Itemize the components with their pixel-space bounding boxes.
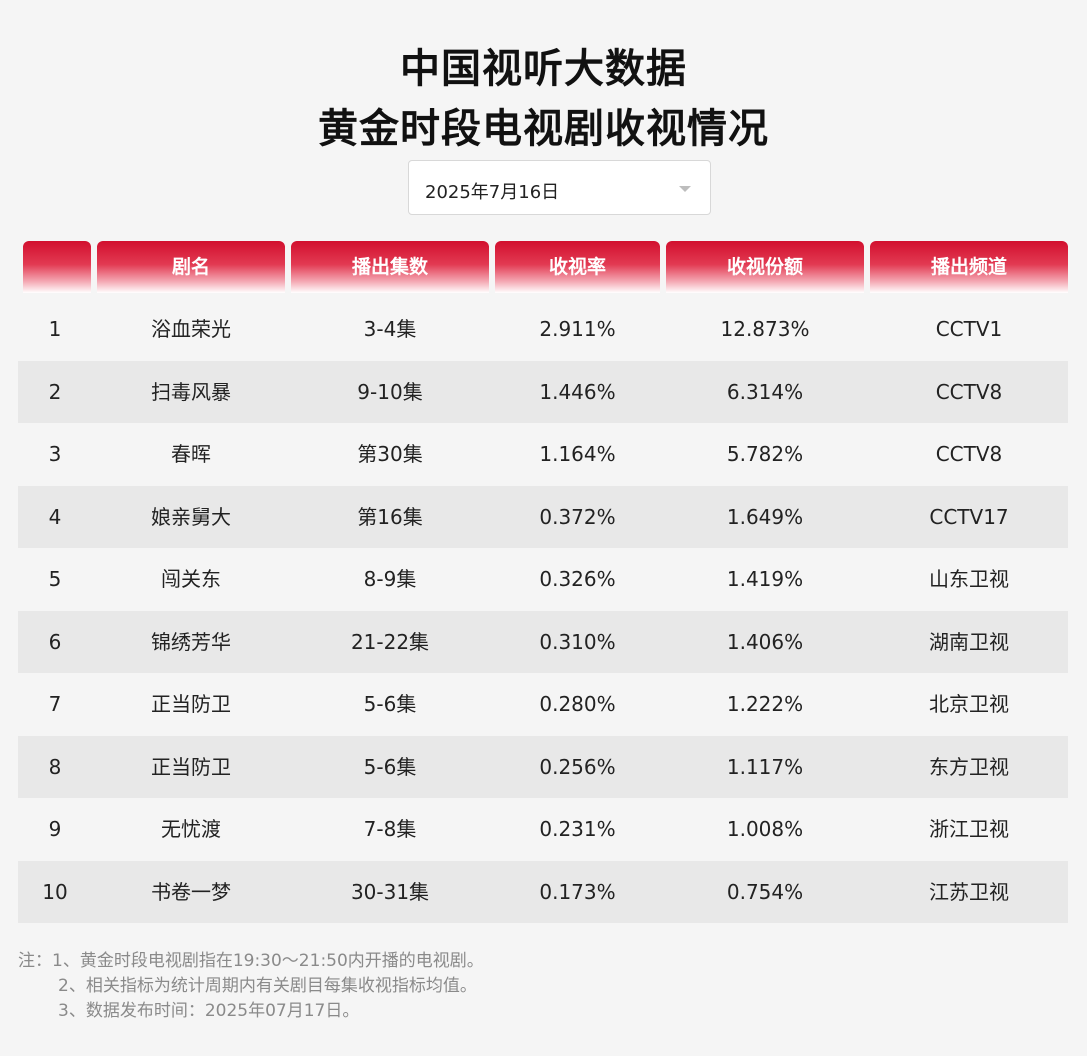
cell-share: 0.754% [726,879,804,904]
cell-title: 正当防卫 [151,692,231,716]
cell-episodes: 第30集 [357,442,423,466]
footnote-line: 2、相关指标为统计周期内有关剧目每集收视指标均值。 [18,974,484,999]
cell-title: 扫毒风暴 [151,379,231,404]
cell-rating: 1.446% [539,379,616,404]
cell-rating: 0.231% [539,817,616,841]
table-header: 剧名 播出集数 收视率 收视份额 播出频道 [0,241,1087,293]
cell-channel: 北京卫视 [929,692,1009,716]
table-body: 1 浴血荣光 3-4集 2.911% 12.873% CCTV1 2 扫毒风暴 9-10集 1.4… [18,298,1068,923]
table-row: 5 闯关东 8-9集 0.326% 1.419% 山东卫视 [18,548,1068,611]
cell-channel: 浙江卫视 [929,817,1009,841]
cell-rank: 9 [48,817,62,841]
cell-rating: 0.280% [539,692,616,716]
cell-share: 5.782% [726,442,804,466]
cell-rank: 8 [48,754,62,779]
table-row: 2 扫毒风暴 9-10集 1.446% 6.314% CCTV8 [18,360,1068,423]
cell-episodes: 5-6集 [363,692,417,716]
header-title: 剧名 [97,241,285,293]
cell-rank: 7 [48,692,62,716]
cell-title: 锦绣芳华 [151,629,231,654]
cell-channel: CCTV8 [935,442,1003,466]
cell-share: 1.649% [726,504,804,529]
cell-rank: 4 [48,504,62,529]
footnotes: 注：1、黄金时段电视剧指在19:30～21:50内开播的电视剧。 2、相关指标为… [18,949,484,1024]
table-row: 4 娘亲舅大 第16集 0.372% 1.649% CCTV17 [18,485,1068,548]
table-row: 6 锦绣芳华 21-22集 0.310% 1.406% 湖南卫视 [18,610,1068,673]
table-row: 8 正当防卫 5-6集 0.256% 1.117% 东方卫视 [18,735,1068,798]
page-title: 中国视听大数据 [400,46,687,92]
cell-share: 1.117% [726,754,804,779]
cell-rank: 2 [48,379,62,404]
cell-rank: 1 [48,317,62,341]
cell-share: 1.008% [726,817,804,841]
footnote-1: 1、黄金时段电视剧指在19:30～21:50内开播的电视剧。 [52,951,484,971]
cell-channel: CCTV1 [935,317,1003,341]
footnote-line: 3、数据发布时间：2025年07月17日。 [18,999,484,1024]
cell-episodes: 3-4集 [363,317,417,341]
table-row: 9 无忧渡 7-8集 0.231% 1.008% 浙江卫视 [18,798,1068,861]
footnote-2: 2、相关指标为统计周期内有关剧目每集收视指标均值。 [58,976,477,996]
cell-title: 正当防卫 [151,754,231,779]
cell-rating: 0.256% [539,754,616,779]
header-channel: 播出频道 [870,241,1068,293]
date-select[interactable]: 2025年7月16日 [408,160,711,215]
header-rank [23,241,91,293]
cell-channel: 山东卫视 [929,567,1009,591]
chevron-down-icon [679,186,691,192]
cell-channel: 江苏卫视 [929,879,1009,904]
cell-channel: CCTV8 [935,379,1003,404]
cell-title: 书卷一梦 [151,879,231,904]
cell-channel: 湖南卫视 [929,629,1009,654]
table-row: 1 浴血荣光 3-4集 2.911% 12.873% CCTV1 [18,298,1068,361]
cell-channel: 东方卫视 [929,754,1009,779]
cell-episodes: 第16集 [357,504,423,529]
footnote-prefix: 注： [18,951,52,971]
cell-rating: 0.326% [539,567,616,591]
cell-rating: 0.310% [539,629,616,654]
page-subtitle: 黄金时段电视剧收视情况 [318,106,769,152]
cell-title: 娘亲舅大 [151,504,231,529]
header-rating: 收视率 [495,241,660,293]
header-share: 收视份额 [666,241,864,293]
cell-rank: 5 [48,567,62,591]
date-select-value: 2025年7月16日 [425,182,560,203]
cell-title: 无忧渡 [161,817,221,841]
cell-channel: CCTV17 [929,504,1009,529]
cell-share: 12.873% [720,317,810,341]
cell-share: 1.419% [726,567,804,591]
cell-share: 1.222% [726,692,804,716]
table-row: 7 正当防卫 5-6集 0.280% 1.222% 北京卫视 [18,673,1068,736]
cell-episodes: 21-22集 [350,629,430,654]
cell-rating: 2.911% [539,317,616,341]
cell-title: 春晖 [171,442,211,466]
table-row: 3 春晖 第30集 1.164% 5.782% CCTV8 [18,423,1068,486]
cell-title: 浴血荣光 [151,317,231,341]
cell-episodes: 8-9集 [363,567,417,591]
table-row: 10 书卷一梦 30-31集 0.173% 0.754% 江苏卫视 [18,860,1068,923]
footnote-line: 注：1、黄金时段电视剧指在19:30～21:50内开播的电视剧。 [18,949,484,974]
cell-rank: 6 [48,629,62,654]
cell-rating: 0.173% [539,879,616,904]
cell-episodes: 30-31集 [350,879,430,904]
cell-share: 1.406% [726,629,804,654]
footnote-3: 3、数据发布时间：2025年07月17日。 [58,1001,360,1021]
cell-episodes: 5-6集 [363,754,417,779]
cell-episodes: 7-8集 [363,817,417,841]
cell-rating: 0.372% [539,504,616,529]
cell-rating: 1.164% [539,442,616,466]
cell-rank: 3 [48,442,62,466]
cell-share: 6.314% [726,379,804,404]
cell-rank: 10 [42,879,68,904]
cell-title: 闯关东 [161,567,221,591]
header-episodes: 播出集数 [291,241,489,293]
cell-episodes: 9-10集 [357,379,423,404]
